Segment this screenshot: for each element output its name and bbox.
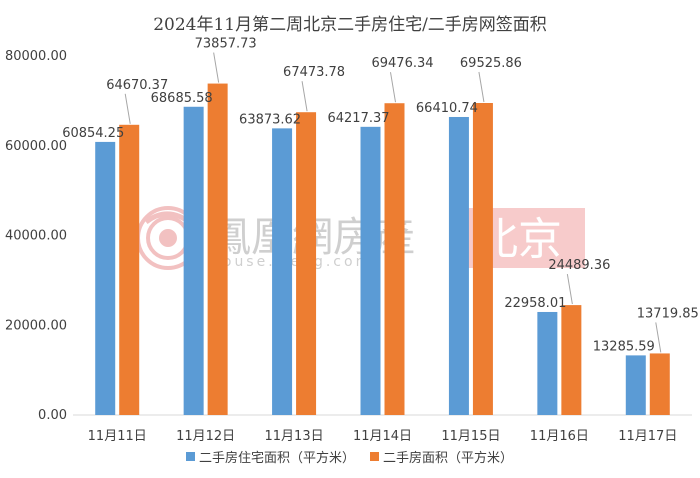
y-tick-label: 40000.00 xyxy=(5,229,67,244)
legend-label-0: 二手房住宅面积（平方米） xyxy=(199,450,355,466)
x-tick-label: 11月13日 xyxy=(265,429,324,444)
legend-swatch-1 xyxy=(370,452,379,461)
bar-s1-1 xyxy=(207,83,228,415)
legend: 二手房住宅面积（平方米） 二手房面积（平方米） xyxy=(186,450,513,466)
legend-swatch-0 xyxy=(186,452,195,461)
x-tick-label: 11月15日 xyxy=(441,429,500,444)
bar-s1-3 xyxy=(384,103,405,416)
bar-s0-6 xyxy=(625,355,646,415)
data-label-s0-1: 68685.58 xyxy=(151,91,213,106)
data-label-s1-2: 67473.78 xyxy=(283,65,345,80)
bar-s1-2 xyxy=(296,112,317,415)
axes: 0.00 20000.00 40000.00 60000.00 80000.00 11月1… xyxy=(5,49,692,444)
data-label-s0-0: 60854.25 xyxy=(62,126,124,141)
data-label-leader xyxy=(566,274,573,305)
data-label-s1-5: 24489.36 xyxy=(548,258,610,273)
legend-label-1: 二手房面积（平方米） xyxy=(383,450,513,466)
y-tick-label: 0.00 xyxy=(38,408,67,423)
x-tick-label: 11月16日 xyxy=(530,429,589,444)
bar-s0-3 xyxy=(360,126,381,415)
bar-s1-5 xyxy=(561,305,582,415)
data-label-s1-4: 69525.86 xyxy=(460,56,522,71)
bar-s0-4 xyxy=(448,116,469,415)
y-tick-label: 80000.00 xyxy=(5,49,67,64)
chart-title: 2024年11月第二周北京二手房住宅/二手房网签面积 xyxy=(153,15,547,35)
data-label-s1-3: 69476.34 xyxy=(371,56,433,71)
bar-s1-6 xyxy=(649,353,670,415)
bar-s0-2 xyxy=(272,128,293,415)
data-label-s0-5: 22958.01 xyxy=(504,296,566,311)
data-label-s0-6: 13285.59 xyxy=(593,339,655,354)
data-label-leader xyxy=(124,93,131,124)
bar-s0-1 xyxy=(183,106,204,415)
data-label-s0-3: 64217.37 xyxy=(327,111,389,126)
y-tick-label: 60000.00 xyxy=(5,139,67,154)
data-label-leader xyxy=(301,81,308,112)
bar-s0-5 xyxy=(537,311,558,415)
data-label-s0-2: 63873.62 xyxy=(239,112,301,127)
bar-s0-0 xyxy=(95,141,116,415)
x-tick-label: 11月12日 xyxy=(176,429,235,444)
data-label-s0-4: 66410.74 xyxy=(416,101,478,116)
data-label-leader xyxy=(390,72,396,103)
data-label-leader xyxy=(213,52,220,83)
data-labels: 60854.25 68685.58 63873.62 64217.37 66410.74… xyxy=(62,37,699,355)
data-label-s1-1: 73857.73 xyxy=(195,37,257,52)
y-tick-label: 20000.00 xyxy=(5,318,67,333)
bar-s1-0 xyxy=(119,124,140,415)
bar-s1-4 xyxy=(472,103,493,416)
data-label-leader xyxy=(478,71,485,103)
data-label-s1-0: 64670.37 xyxy=(106,78,168,93)
bars xyxy=(95,83,670,416)
data-label-leader xyxy=(655,322,662,353)
x-tick-label: 11月17日 xyxy=(618,429,677,444)
data-label-s1-6: 13719.85 xyxy=(637,306,699,321)
x-tick-label: 11月11日 xyxy=(88,429,147,444)
x-tick-label: 11月14日 xyxy=(353,429,412,444)
